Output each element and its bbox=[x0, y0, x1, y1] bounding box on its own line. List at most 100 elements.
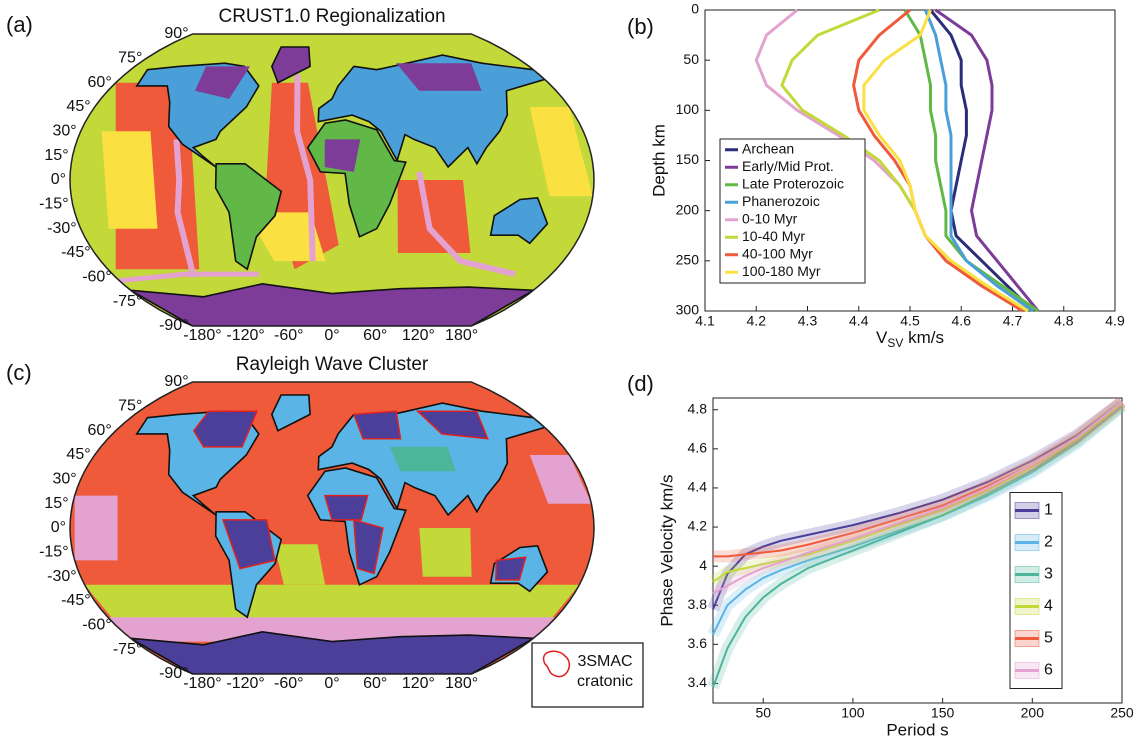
lat-label: 0° bbox=[51, 519, 66, 536]
lat-label: 45° bbox=[66, 446, 90, 463]
series-group bbox=[707, 397, 1126, 690]
x-tick-label: 250 bbox=[1110, 705, 1134, 721]
lon-label: -180° bbox=[183, 675, 221, 692]
lat-label: -75° bbox=[113, 641, 143, 658]
map-title: Rayleigh Wave Cluster bbox=[236, 354, 429, 375]
lat-label: -75° bbox=[113, 293, 143, 310]
craton-outline bbox=[352, 410, 402, 440]
y-tick-label: 4.8 bbox=[688, 400, 708, 416]
region bbox=[417, 411, 488, 439]
legend-box bbox=[1009, 492, 1063, 689]
legend-label: 3SMAC bbox=[577, 653, 632, 670]
lon-label: 0° bbox=[324, 675, 339, 692]
legend-label: 6 bbox=[1044, 662, 1053, 679]
region bbox=[529, 455, 592, 504]
lat-label: -60° bbox=[82, 617, 112, 634]
lat-label: 75° bbox=[118, 50, 142, 67]
lat-label: 60° bbox=[88, 74, 112, 91]
panel-label: (a) bbox=[6, 12, 33, 37]
region bbox=[346, 147, 382, 221]
lat-label: 15° bbox=[44, 147, 68, 164]
continent bbox=[130, 282, 537, 326]
lat-label: 45° bbox=[66, 98, 90, 115]
lat-label: 90° bbox=[164, 25, 188, 42]
series-line bbox=[929, 9, 1035, 313]
y-tick-label: 4 bbox=[699, 557, 707, 573]
lat-label: -60° bbox=[82, 269, 112, 286]
series-group bbox=[754, 8, 1040, 313]
lon-label: -60° bbox=[274, 327, 304, 344]
lon-label: 120° bbox=[402, 675, 435, 692]
lat-label: 0° bbox=[51, 171, 66, 188]
lon-label: 120° bbox=[402, 327, 435, 344]
lat-label: -90° bbox=[159, 665, 189, 682]
series-line bbox=[712, 401, 1123, 595]
y-axis-title: Depth km bbox=[649, 124, 668, 197]
legend-symbol bbox=[542, 650, 570, 678]
x-tick-label: 150 bbox=[931, 705, 955, 721]
series-line bbox=[852, 8, 1024, 313]
lat-label: 30° bbox=[52, 123, 76, 140]
x-tick-label: 50 bbox=[755, 705, 771, 721]
region bbox=[107, 269, 557, 291]
legend-label: 40-100 Myr bbox=[742, 245, 813, 261]
region bbox=[495, 557, 526, 580]
lon-label: 180° bbox=[445, 675, 478, 692]
y-tick-label: 0 bbox=[691, 1, 699, 17]
craton-outline bbox=[352, 518, 384, 575]
world-map bbox=[70, 382, 594, 674]
legend-label: Late Proterozoic bbox=[742, 175, 844, 191]
lon-label: 180° bbox=[445, 327, 478, 344]
region bbox=[529, 107, 593, 197]
region bbox=[353, 411, 401, 439]
lon-label: -60° bbox=[274, 675, 304, 692]
region bbox=[101, 131, 158, 229]
series-line bbox=[862, 9, 1029, 313]
legend-label: 4 bbox=[1044, 598, 1053, 615]
x-axis-title: Period s bbox=[886, 720, 948, 738]
y-tick-label: 200 bbox=[676, 201, 700, 217]
y-tick-label: 3.8 bbox=[688, 596, 708, 612]
craton-outline bbox=[323, 494, 369, 521]
y-tick-label: 4.4 bbox=[688, 479, 708, 495]
continent bbox=[317, 54, 547, 169]
x-tick-label: 4.5 bbox=[900, 313, 920, 329]
region bbox=[193, 411, 257, 447]
region bbox=[274, 544, 326, 585]
lon-label: -120° bbox=[226, 327, 264, 344]
lat-label: 60° bbox=[88, 422, 112, 439]
ridge bbox=[416, 171, 516, 278]
legend-label: 5 bbox=[1044, 630, 1053, 647]
x-tick-label: 200 bbox=[1021, 705, 1045, 721]
ridge bbox=[173, 139, 197, 279]
map-outline bbox=[69, 381, 595, 675]
region bbox=[324, 495, 368, 520]
y-tick-label: 150 bbox=[676, 151, 700, 167]
y-tick-label: 4.2 bbox=[688, 518, 708, 534]
lat-label: -45° bbox=[61, 244, 91, 261]
y-tick-label: 50 bbox=[683, 51, 699, 67]
legend-label: 2 bbox=[1044, 534, 1053, 551]
x-tick-label: 4.4 bbox=[849, 313, 869, 329]
y-axis-title: Phase Velocity km/s bbox=[657, 474, 676, 626]
craton-outline bbox=[192, 410, 259, 448]
x-tick-label: 4.1 bbox=[695, 313, 715, 329]
region bbox=[74, 495, 118, 561]
continent bbox=[214, 163, 283, 271]
legend-label: Archean bbox=[742, 140, 794, 156]
region bbox=[324, 139, 361, 172]
region bbox=[353, 519, 383, 574]
series-line bbox=[934, 8, 1040, 312]
continent bbox=[130, 630, 537, 674]
series-line bbox=[712, 405, 1123, 636]
lon-label: 60° bbox=[363, 675, 387, 692]
world-map bbox=[70, 34, 594, 326]
legend-label: 1 bbox=[1044, 502, 1053, 519]
region bbox=[397, 180, 471, 253]
x-tick-label: 4.8 bbox=[1054, 313, 1074, 329]
y-tick-label: 3.6 bbox=[688, 635, 708, 651]
ridge bbox=[118, 271, 259, 284]
craton-outline bbox=[415, 410, 489, 440]
legend-label: Early/Mid Prot. bbox=[742, 158, 834, 174]
